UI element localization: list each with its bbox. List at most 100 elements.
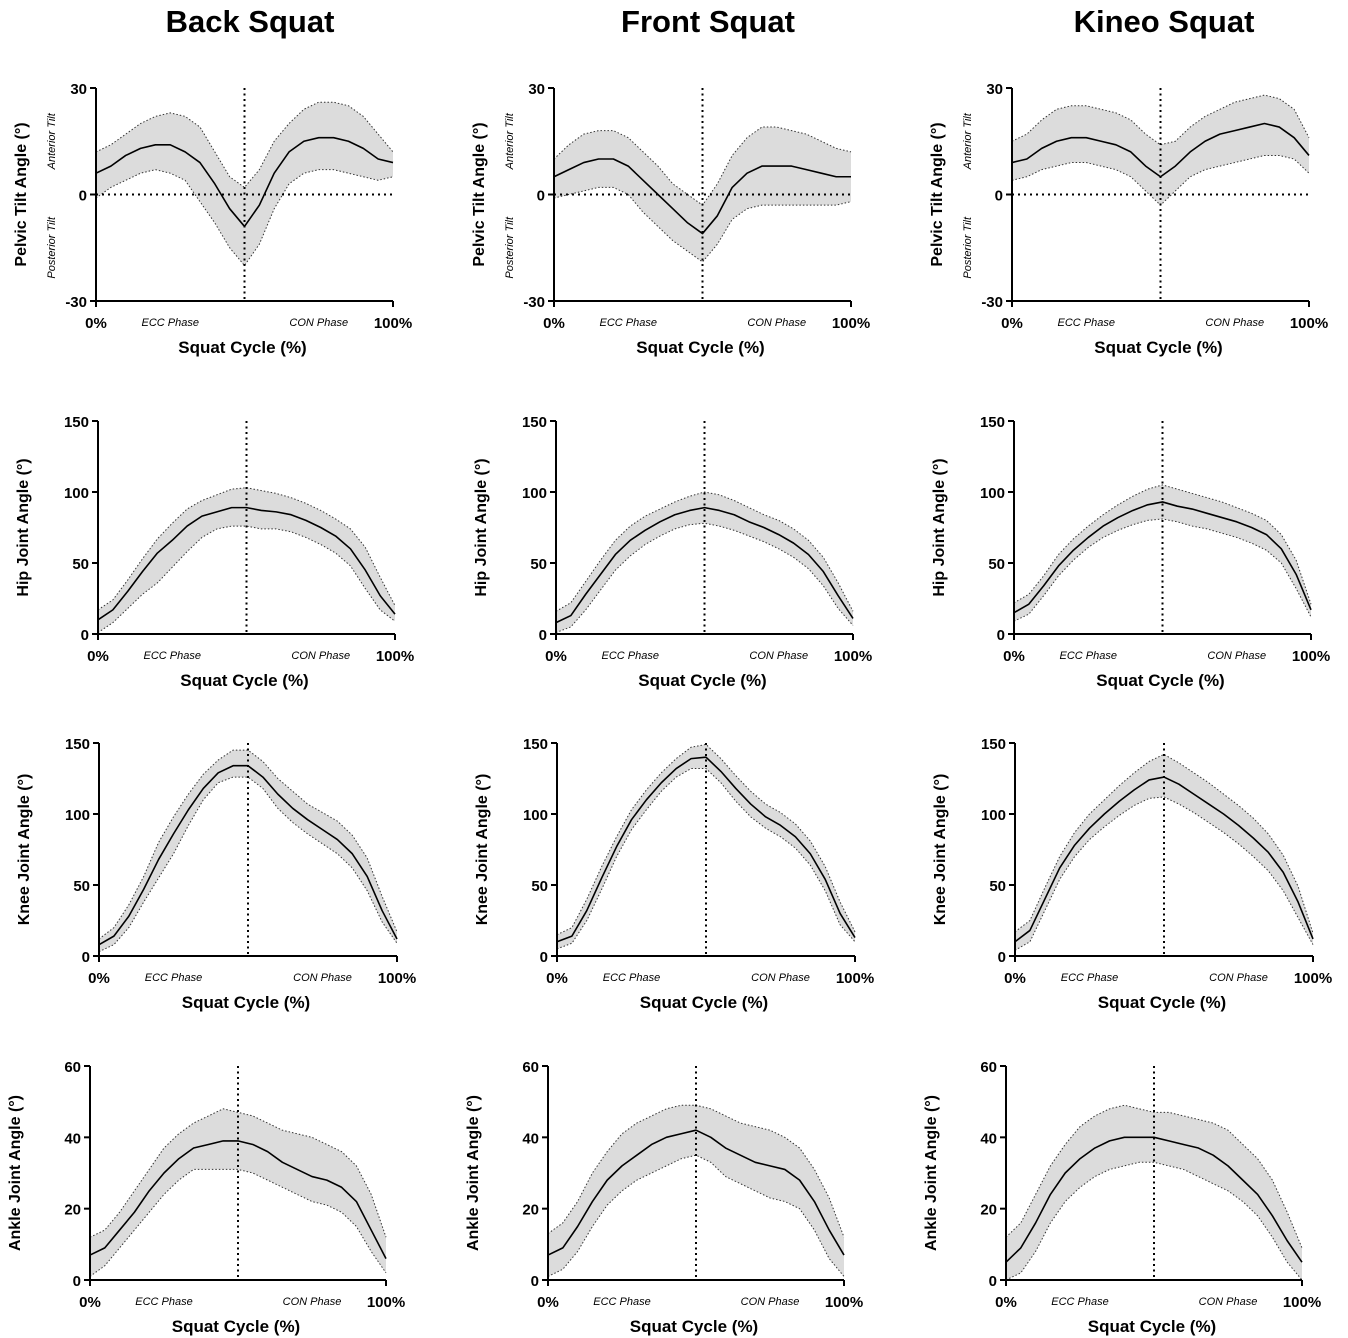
plot-kineo-pelvic-anterior-tilt-label: Anterior Tilt xyxy=(962,112,974,170)
plot-back-knee-y-axis-title: Knee Joint Angle (°) xyxy=(16,774,33,926)
plot-kineo-pelvic-y-tick-label: 30 xyxy=(986,81,1003,98)
plot-front-ankle-mean-line xyxy=(547,1129,845,1256)
plot-front-pelvic-sd-band xyxy=(554,127,851,262)
plot-front-knee-y-tick-label: 50 xyxy=(531,878,548,895)
plot-front-knee-sd-band xyxy=(557,744,855,949)
plot-back-hip: 0 50 100 150 0% 100% ECC Phase CON Phase Squat C… xyxy=(15,414,414,690)
plot-back-knee-lower-bound xyxy=(98,776,398,953)
plot-kineo-hip-mean-line xyxy=(1013,501,1312,614)
plot-back-ankle-y-axis-title: Ankle Joint Angle (°) xyxy=(7,1095,24,1251)
plot-kineo-hip-y-tick-label: 0 xyxy=(997,627,1005,644)
plot-front-knee-y-axis-title: Knee Joint Angle (°) xyxy=(474,774,491,926)
plot-kineo-hip: 0 50 100 150 0% 100% ECC Phase CON Phase Squat C… xyxy=(931,414,1330,690)
plot-front-knee-y-tick-label: 0 xyxy=(540,949,548,966)
plot-front-hip-y-tick-label: 150 xyxy=(522,414,547,431)
plot-kineo-pelvic-mean-line xyxy=(1011,122,1310,178)
plot-front-knee-ecc-phase-label: ECC Phase xyxy=(603,972,660,984)
plot-back-hip-x-axis-title: Squat Cycle (%) xyxy=(180,671,308,690)
plot-kineo-pelvic-x-tick-label: 0% xyxy=(1001,315,1023,332)
plot-kineo-ankle-y-tick-label: 0 xyxy=(989,1273,997,1290)
plot-back-knee-ecc-phase-label: ECC Phase xyxy=(145,972,202,984)
plot-front-knee-x-tick-label: 100% xyxy=(836,970,874,987)
plot-back-pelvic-mean-line xyxy=(95,136,394,228)
plot-front-ankle-ecc-phase-label: ECC Phase xyxy=(593,1296,650,1308)
plot-back-pelvic: -30 0 30 0% 100% ECC Phase CON Phase Squat Cycl… xyxy=(13,81,412,357)
plot-front-hip-mean-line xyxy=(555,506,854,624)
plot-kineo-pelvic-ecc-phase-label: ECC Phase xyxy=(1058,317,1115,329)
plot-back-hip-con-phase-label: CON Phase xyxy=(291,650,350,662)
plot-kineo-ankle-upper-bound xyxy=(1005,1104,1303,1249)
plot-kineo-ankle-mean-line xyxy=(1005,1136,1303,1263)
plot-front-hip-ecc-phase-label: ECC Phase xyxy=(602,650,659,662)
plot-front-hip-y-tick-label: 50 xyxy=(530,556,547,573)
plot-front-ankle-y-axis-title: Ankle Joint Angle (°) xyxy=(465,1095,482,1251)
plot-front-knee-y-tick-label: 150 xyxy=(523,736,548,753)
plot-back-knee: 0 50 100 150 0% 100% ECC Phase CON Phase Squat C… xyxy=(16,736,416,1012)
plot-back-hip-y-tick-label: 50 xyxy=(72,556,89,573)
plot-kineo-pelvic-y-axis-title: Pelvic Tilt Angle (°) xyxy=(929,122,946,266)
plot-kineo-hip-x-axis-title: Squat Cycle (%) xyxy=(1096,671,1224,690)
plot-front-hip: 0 50 100 150 0% 100% ECC Phase CON Phase Squat C… xyxy=(473,414,872,690)
plot-front-hip-x-tick-label: 0% xyxy=(545,648,567,665)
plot-front-ankle-con-phase-label: CON Phase xyxy=(741,1296,800,1308)
plot-back-knee-y-tick-label: 100 xyxy=(65,807,90,824)
plot-front-pelvic-y-tick-label: 0 xyxy=(537,188,545,205)
plot-kineo-knee-lower-bound xyxy=(1014,796,1314,951)
plot-back-pelvic-lower-bound xyxy=(95,169,394,267)
plot-front-ankle-sd-band xyxy=(548,1105,844,1277)
plot-kineo-pelvic-x-tick-label: 100% xyxy=(1290,315,1328,332)
plot-back-ankle-y-tick-label: 0 xyxy=(73,1273,81,1290)
plot-back-ankle: 0 20 40 60 0% 100% ECC Phase CON Phase Squat Cyc… xyxy=(7,1059,405,1336)
plot-front-ankle-lower-bound xyxy=(547,1154,845,1277)
plot-front-pelvic-mean-line xyxy=(553,158,851,235)
plot-back-ankle-x-tick-label: 100% xyxy=(367,1294,405,1311)
plot-kineo-hip-lower-bound xyxy=(1013,518,1312,622)
plot-back-ankle-mean-line xyxy=(89,1140,387,1259)
plot-back-ankle-y-tick-label: 20 xyxy=(64,1202,81,1219)
plot-front-knee-con-phase-label: CON Phase xyxy=(751,972,810,984)
plot-kineo-knee-x-tick-label: 100% xyxy=(1294,970,1332,987)
plot-back-pelvic-y-tick-label: 30 xyxy=(70,81,87,98)
plot-kineo-knee: 0 50 100 150 0% 100% ECC Phase CON Phase Squat C… xyxy=(932,736,1332,1012)
plot-kineo-ankle-y-tick-label: 40 xyxy=(980,1130,997,1147)
plot-back-ankle-upper-bound xyxy=(89,1108,387,1238)
plot-kineo-ankle-sd-band xyxy=(1006,1105,1302,1280)
plot-back-knee-mean-line xyxy=(98,764,398,946)
plot-back-hip-mean-line xyxy=(97,506,396,621)
plot-kineo-hip-x-tick-label: 100% xyxy=(1292,648,1330,665)
plot-back-ankle-sd-band xyxy=(90,1108,386,1277)
plot-back-pelvic-posterior-tilt-label: Posterior Tilt xyxy=(46,216,58,279)
plot-back-ankle-x-tick-label: 0% xyxy=(79,1294,101,1311)
plot-kineo-knee-x-axis-title: Squat Cycle (%) xyxy=(1098,993,1226,1012)
plot-front-knee: 0 50 100 150 0% 100% ECC Phase CON Phase Squat C… xyxy=(474,736,874,1012)
plot-front-hip-y-tick-label: 100 xyxy=(522,485,547,502)
plot-back-ankle-y-tick-label: 60 xyxy=(64,1059,81,1076)
plot-kineo-ankle-y-axis-title: Ankle Joint Angle (°) xyxy=(923,1095,940,1251)
plot-front-pelvic-y-axis-title: Pelvic Tilt Angle (°) xyxy=(471,122,488,266)
plot-front-pelvic: -30 0 30 0% 100% ECC Phase CON Phase Squat Cycl… xyxy=(471,81,870,357)
plot-back-hip-sd-band xyxy=(98,487,395,633)
plot-kineo-ankle-x-tick-label: 0% xyxy=(995,1294,1017,1311)
plot-front-ankle-y-tick-label: 60 xyxy=(522,1059,539,1076)
plot-back-pelvic-x-tick-label: 0% xyxy=(85,315,107,332)
plot-back-hip-x-tick-label: 100% xyxy=(376,648,414,665)
plot-back-pelvic-ecc-phase-label: ECC Phase xyxy=(142,317,199,329)
plot-back-knee-x-tick-label: 0% xyxy=(88,970,110,987)
plot-kineo-hip-ecc-phase-label: ECC Phase xyxy=(1060,650,1117,662)
plot-kineo-pelvic-con-phase-label: CON Phase xyxy=(1205,317,1264,329)
plot-front-pelvic-x-tick-label: 100% xyxy=(832,315,870,332)
plot-front-ankle-y-tick-label: 40 xyxy=(522,1130,539,1147)
plot-back-pelvic-x-tick-label: 100% xyxy=(374,315,412,332)
plot-front-ankle-x-tick-label: 100% xyxy=(825,1294,863,1311)
plot-front-pelvic-x-tick-label: 0% xyxy=(543,315,565,332)
plot-back-pelvic-con-phase-label: CON Phase xyxy=(289,317,348,329)
column-title-back-squat: Back Squat xyxy=(165,4,335,39)
plot-back-knee-x-tick-label: 100% xyxy=(378,970,416,987)
plot-back-pelvic-y-tick-label: -30 xyxy=(65,294,87,311)
plot-front-knee-upper-bound xyxy=(556,743,856,936)
plot-kineo-knee-ecc-phase-label: ECC Phase xyxy=(1061,972,1118,984)
plot-kineo-ankle-y-tick-label: 60 xyxy=(980,1059,997,1076)
plot-back-pelvic-sd-band xyxy=(96,102,393,266)
